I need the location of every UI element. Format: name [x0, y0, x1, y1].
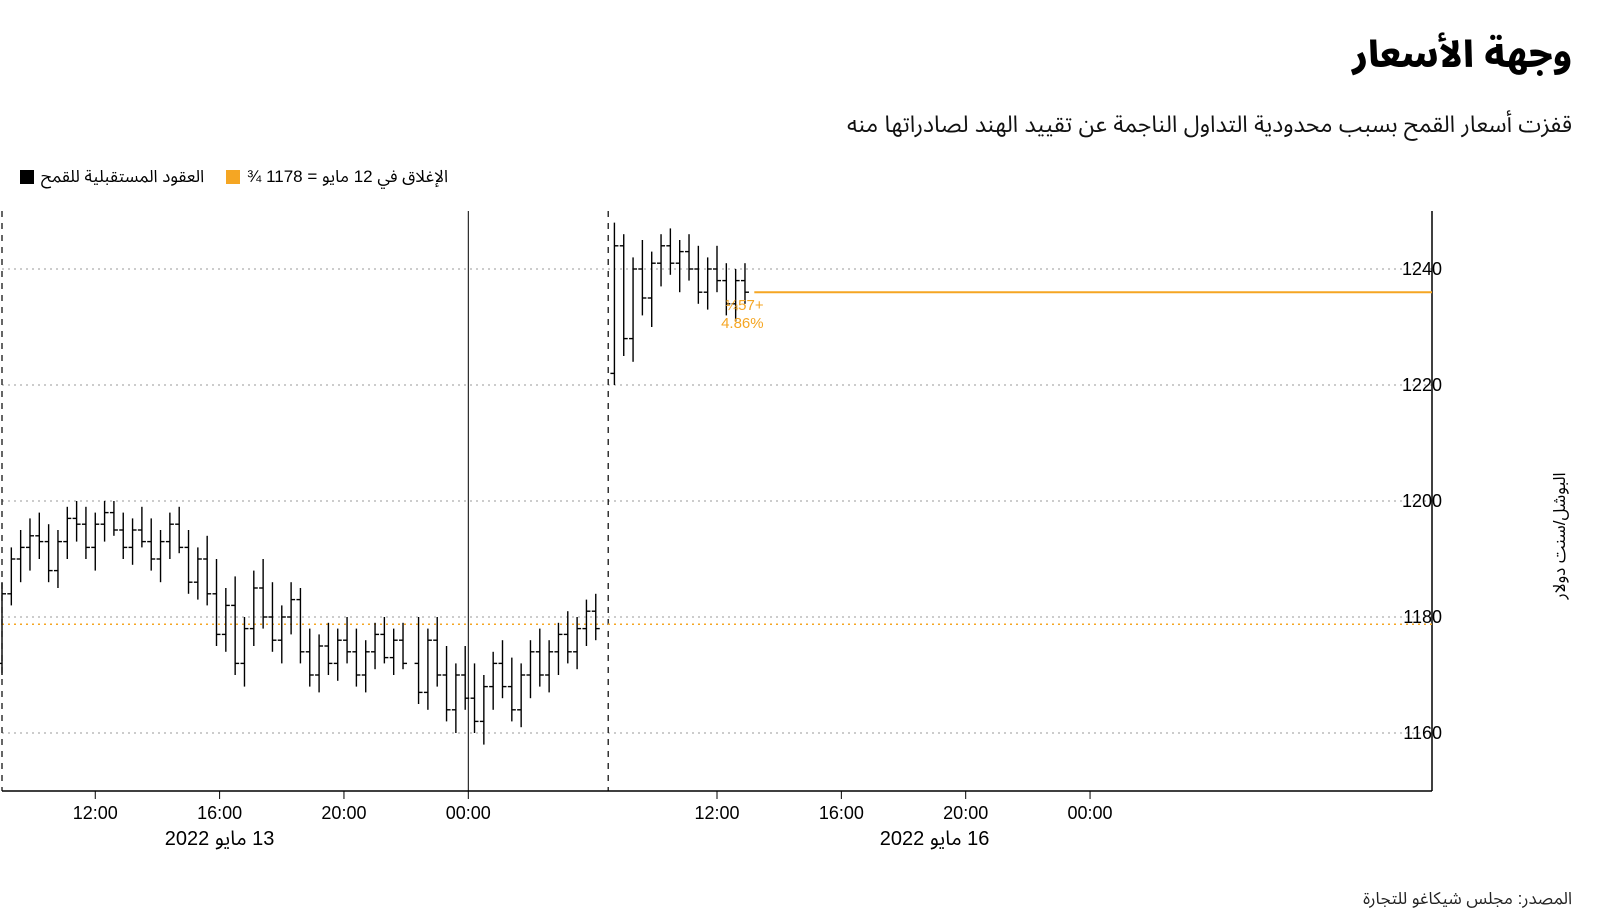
chart-legend: العقود المستقبلية للقمح الإغلاق في 12 ما… [20, 159, 1572, 195]
legend-label-2: الإغلاق في 12 مايو = 1178 ¾ [247, 159, 448, 195]
y-tick-label: 1220 [1402, 375, 1442, 395]
legend-swatch-2 [226, 170, 240, 184]
chart-title: وجهة الأسعار [20, 18, 1572, 94]
x-date-label: 16 مايو 2022 [880, 828, 990, 850]
x-tick-label: 00:00 [1068, 803, 1113, 823]
x-tick-label: 12:00 [694, 803, 739, 823]
y-tick-label: 1180 [1403, 607, 1442, 627]
x-tick-label: 16:00 [819, 803, 864, 823]
y-tick-label: 1240 [1402, 259, 1442, 279]
x-tick-label: 00:00 [446, 803, 491, 823]
legend-swatch-1 [20, 170, 34, 184]
legend-item-series: العقود المستقبلية للقمح [20, 159, 204, 195]
x-tick-label: 20:00 [321, 803, 366, 823]
chart-subtitle: قفزت أسعار القمح بسبب محدودية التداول ال… [20, 100, 1572, 149]
y-tick-label: 1200 [1402, 491, 1442, 511]
y-axis-label: البوشل/سنت دولار [1542, 472, 1578, 599]
price-chart: 1160 1180 1200 1220 1240 12:00 16:00 20:00 00:00… [0, 201, 1572, 871]
chart-source: المصدر: مجلس شيكاغو للتجارة [20, 881, 1572, 917]
legend-item-close: الإغلاق في 12 مايو = 1178 ¾ [226, 159, 448, 195]
x-date-label: 13 مايو 2022 [165, 828, 275, 850]
delta-annotation-1: +57¼ [726, 297, 764, 314]
x-tick-label: 16:00 [197, 803, 242, 823]
delta-annotation-2: 4.86% [721, 315, 764, 332]
x-tick-label: 12:00 [73, 803, 118, 823]
legend-label-1: العقود المستقبلية للقمح [41, 159, 204, 195]
x-tick-label: 20:00 [943, 803, 988, 823]
y-tick-label: 1160 [1403, 723, 1442, 743]
